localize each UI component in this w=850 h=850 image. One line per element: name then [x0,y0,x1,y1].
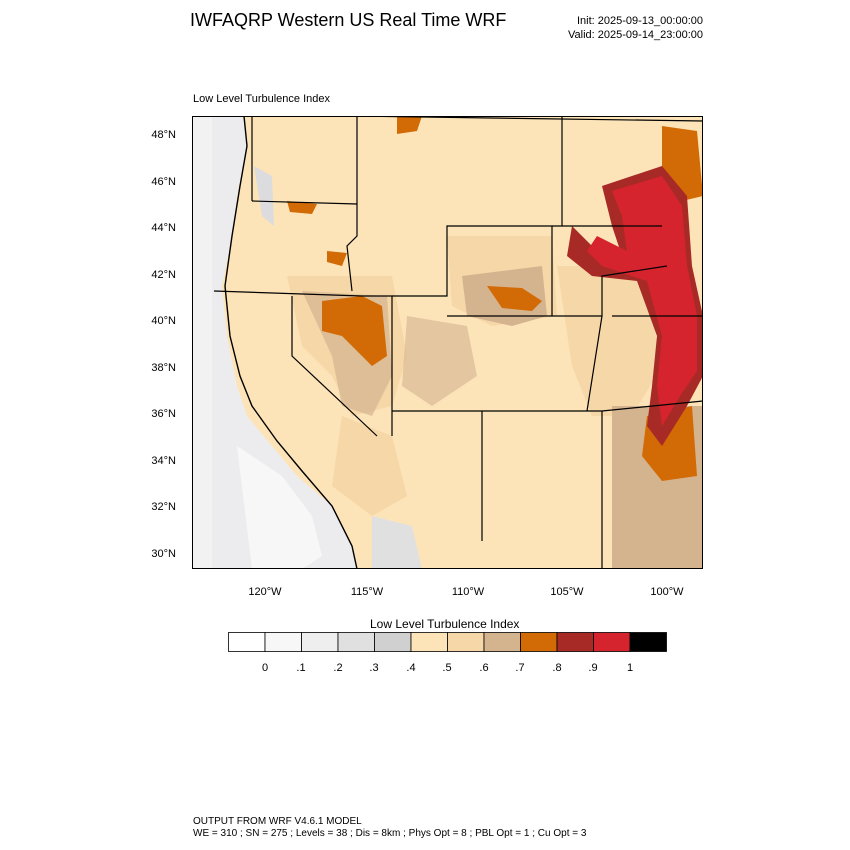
lat-label-46: 46°N [151,176,176,188]
ocean-edge [192,116,212,569]
colorbar-swatch [483,632,521,652]
plot-title: IWFAQRP Western US Real Time WRF [190,10,507,30]
model-info: OUTPUT FROM WRF V4.6.1 MODEL WE = 310 ; … [193,816,586,840]
init-time: Init: 2025-09-13_00:00:00 [577,15,703,27]
colorbar-swatch [228,632,266,652]
lat-label-40: 40°N [151,315,176,327]
model-info-line1: OUTPUT FROM WRF V4.6.1 MODEL [193,816,362,827]
lon-label-105: 105°W [550,586,584,598]
colorbar-swatch [410,632,448,652]
red-band [587,176,697,426]
lat-label-36: 36°N [151,408,176,420]
colorbar-swatch [520,632,558,652]
colorbar-label-8: .8 [552,662,562,674]
colorbar-label-9: .9 [588,662,598,674]
orange-patch-idaho [327,251,347,266]
colorbar-label-2: .2 [333,662,343,674]
colorbar-swatch [301,632,339,652]
lat-label-42: 42°N [151,269,176,281]
ocean-light-patch [237,446,322,569]
colorbar-swatch [264,632,302,652]
lat-label-32: 32°N [151,501,176,513]
colorbar-swatch [629,632,667,652]
colorbar-label-6: .6 [479,662,489,674]
colorbar-label-5: .5 [442,662,452,674]
colorbar-title: Low Level Turbulence Index [370,617,520,631]
colorbar-swatch [593,632,631,652]
coastline [224,116,358,569]
colorbar-label-3: .3 [369,662,379,674]
colorbar [228,632,667,652]
ocean-area [192,116,357,569]
lat-label-34: 34°N [151,455,176,467]
colorbar-swatch [374,632,412,652]
lat-label-44: 44°N [151,222,176,234]
lon-label-110: 110°W [451,586,485,598]
colorbar-label-7: .7 [515,662,525,674]
lat-label-48: 48°N [151,129,176,141]
valid-time: Valid: 2025-09-14_23:00:00 [568,29,703,41]
colorbar-swatch [556,632,594,652]
colorbar-label-1: .1 [296,662,306,674]
colorbar-label-0: 0 [261,662,269,674]
colorbar-swatch [447,632,485,652]
lon-label-115: 115°W [350,586,384,598]
land-brown-utah [402,316,477,406]
ocean-gray-patch [254,166,274,226]
colorbar-label-10: 1 [626,662,634,674]
turbulence-map [192,116,703,569]
orange-patch-nevada [322,296,387,366]
orange-patch-oregon [287,201,317,214]
land-tan-plains [557,266,662,416]
model-info-line2: WE = 310 ; SN = 275 ; Levels = 38 ; Dis … [193,828,587,839]
colorbar-swatch [337,632,375,652]
gulf-gray-patch [372,516,422,569]
lon-label-100: 100°W [650,586,684,598]
lat-label-30: 30°N [151,548,176,560]
init-valid-times: Init: 2025-09-13_00:00:00 Valid: 2025-09… [568,14,703,42]
map-subtitle: Low Level Turbulence Index [193,93,330,105]
map-frame [192,116,703,569]
colorbar-label-4: .4 [406,662,416,674]
orange-patch-wyoming [487,286,542,311]
lat-label-38: 38°N [151,362,176,374]
land-tan-southwest [332,416,407,516]
lon-label-120: 120°W [248,586,282,598]
orange-patch-north [397,116,422,134]
